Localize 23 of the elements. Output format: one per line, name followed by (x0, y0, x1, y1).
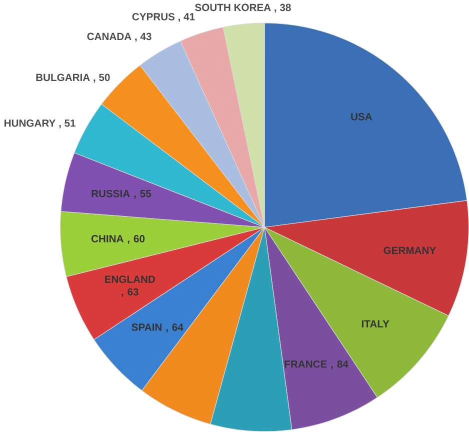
slice-label: RUSSIA (92, 190, 130, 198)
data-label: , 63 (122, 288, 138, 298)
data-label: , 84 (331, 360, 348, 370)
slice-label: CANADA (87, 32, 132, 40)
slice-label: CHINA (91, 235, 124, 242)
data-label: , 41 (178, 13, 195, 22)
slice-label: FRANCE (284, 360, 327, 368)
slice-label: CYPRUS (132, 13, 175, 21)
slice-label: GERMANY (384, 246, 436, 254)
data-label: , 60 (128, 235, 145, 244)
data-label: , 43 (135, 32, 152, 42)
data-label: , 50 (94, 74, 110, 83)
slice-label: HUNGARY (4, 120, 56, 127)
data-label: , 38 (274, 4, 291, 13)
slice-label: SOUTH KOREA (195, 4, 271, 12)
data-label: , 64 (166, 324, 184, 332)
slice-label: BULGARIA (36, 74, 90, 82)
slice-label: USA (351, 113, 372, 120)
data-label: , 51 (59, 120, 76, 128)
data-label: , 55 (134, 190, 152, 199)
slice-label: ENGLAND (105, 276, 155, 284)
slice-label: ITALY (362, 320, 390, 328)
slice-label: SPAIN (132, 324, 162, 331)
